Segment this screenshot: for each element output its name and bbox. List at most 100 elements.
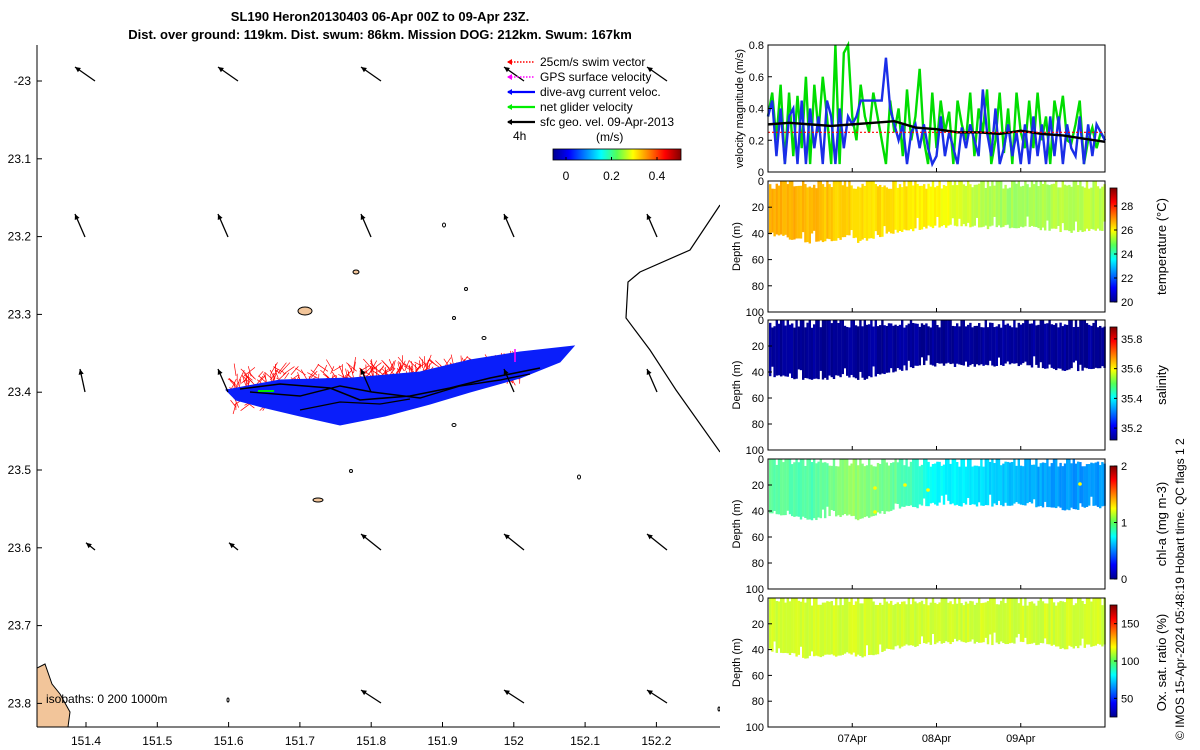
profile-column (1066, 598, 1069, 650)
profile-column (841, 605, 844, 655)
velocity-y-tick-label: 0 (758, 167, 764, 179)
legend-arrowhead (507, 59, 512, 65)
profile-column (1026, 459, 1029, 504)
profile-column (892, 462, 895, 510)
profile-column (861, 183, 864, 240)
profile-column (980, 603, 983, 643)
profile-column (978, 466, 981, 503)
profile-column (797, 185, 800, 239)
island (352, 269, 360, 275)
date-tick-label: 09Apr (1006, 733, 1036, 745)
profile-column (1017, 181, 1020, 229)
profile-column (795, 320, 798, 379)
profile-column (1077, 185, 1080, 232)
swim-vector (258, 371, 264, 377)
profile-column (826, 601, 829, 655)
profile-column (907, 181, 910, 231)
profile-column (810, 462, 814, 521)
geo-arrow-head (361, 690, 367, 696)
profile-column (1092, 181, 1095, 230)
profile-column (1070, 463, 1073, 508)
depth-y-tick-label: 80 (752, 696, 764, 708)
reef (442, 222, 446, 228)
depth-y-tick-label: 100 (746, 584, 764, 596)
swim-vector (280, 362, 291, 374)
profile-column (797, 326, 800, 370)
profile-column (773, 598, 776, 642)
profile-column (907, 598, 910, 646)
legend-label: 25cm/s swim vector (540, 55, 645, 69)
profile-column (859, 459, 862, 519)
profile-column (824, 320, 827, 378)
profile-column (1077, 461, 1080, 510)
profile-column (885, 601, 888, 649)
profile-column (984, 602, 987, 638)
profile-column (995, 459, 998, 506)
geo-arrow-head (360, 214, 366, 220)
profile-column (1090, 187, 1093, 229)
profile-column (1017, 459, 1020, 504)
profile-column (771, 459, 774, 514)
profile-column (1063, 463, 1067, 511)
profile-column (923, 459, 926, 499)
profile-column (1019, 324, 1023, 365)
depth-y-tick-label: 40 (752, 506, 764, 518)
profile-column (771, 327, 774, 367)
profile-column (773, 188, 776, 237)
profile-column (813, 598, 816, 657)
profile-column (837, 605, 840, 656)
profile-column (995, 604, 998, 643)
profile-column (870, 320, 873, 378)
profile-column (901, 459, 904, 507)
profile-column (835, 466, 838, 517)
velocity-y-tick-label: 0.4 (749, 104, 764, 116)
profile-column (903, 327, 906, 366)
swim-vector (392, 359, 396, 372)
profile-column (1055, 459, 1058, 509)
profile-column (1013, 320, 1016, 364)
profile-column (914, 181, 917, 229)
swim-vector (290, 366, 299, 376)
profile-column (795, 459, 798, 517)
profile-column (830, 601, 833, 655)
profile-column (830, 323, 833, 378)
legend-label: net glider velocity (540, 100, 633, 114)
profile-column (918, 466, 921, 505)
profile-column (771, 188, 774, 233)
profile-column (927, 461, 930, 507)
profile-column (1015, 465, 1018, 503)
profile-column (1070, 320, 1073, 369)
profile-column (953, 598, 957, 639)
profile-column (982, 181, 985, 227)
swim-vector (404, 366, 412, 371)
profile-column (826, 463, 829, 507)
depth-y-tick-label: 80 (752, 281, 764, 293)
profile-column (1000, 181, 1003, 228)
profile-column (1074, 603, 1078, 647)
swim-vector (379, 365, 385, 373)
depth-y-tick-label: 20 (752, 202, 764, 214)
map-y-tick-label: 23.8 (8, 696, 32, 710)
swim-vector (227, 378, 235, 383)
profile-column (1055, 605, 1058, 647)
depth-y-label: Depth (m) (731, 222, 743, 271)
panel-colorbar-tick-label: 100 (1121, 656, 1139, 668)
profile-column (962, 459, 965, 504)
profile-column (945, 320, 948, 364)
chl-highlight (1078, 482, 1082, 486)
profile-column (1085, 598, 1089, 645)
profile-column (874, 320, 877, 377)
profile-column (942, 598, 946, 644)
profile-column (824, 602, 827, 655)
profile-column (960, 603, 963, 642)
profile-column (951, 459, 954, 504)
profile-column (863, 598, 866, 657)
profile-column (865, 598, 869, 646)
profile-column (826, 320, 829, 380)
profile-column (1044, 323, 1047, 369)
profile-column (797, 600, 800, 655)
profile-column (817, 604, 820, 657)
profile-column (782, 320, 785, 376)
profile-column (934, 187, 937, 226)
